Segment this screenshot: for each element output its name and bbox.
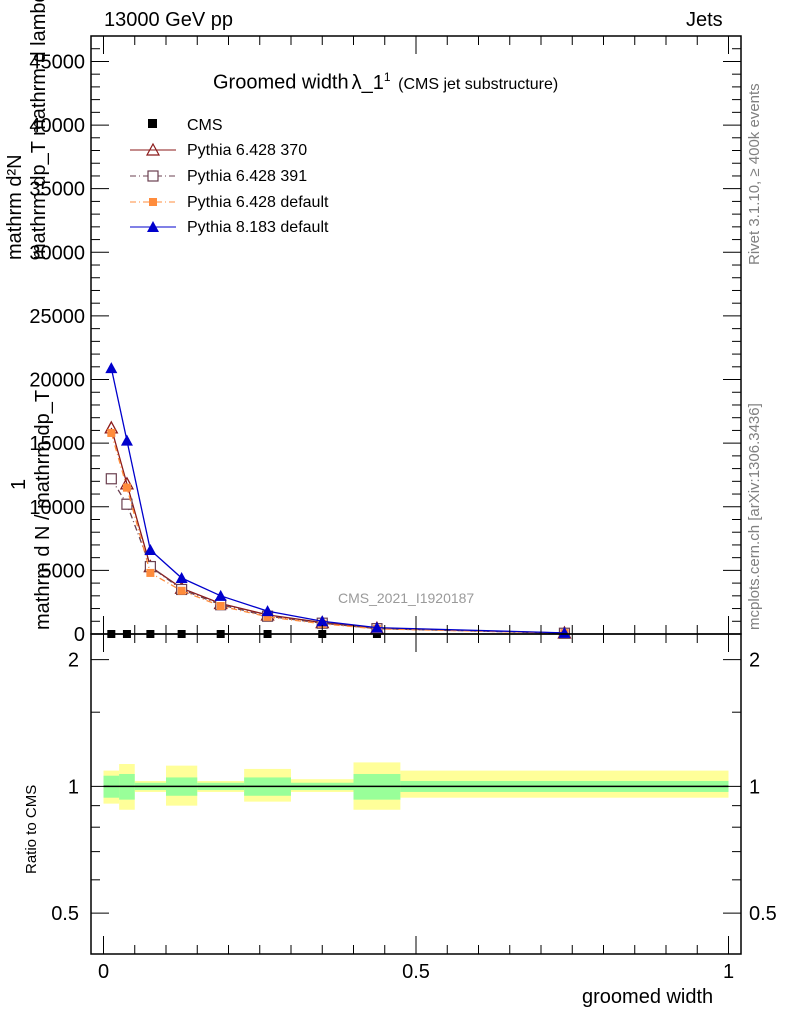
marker-p391 bbox=[105, 473, 117, 485]
y-tick-label: 0 bbox=[74, 624, 85, 646]
y-tick-label: 40000 bbox=[29, 115, 85, 137]
marker-pdef bbox=[146, 568, 155, 577]
watermark: CMS_2021_I1920187 bbox=[338, 590, 475, 606]
x-tick-label: 1 bbox=[723, 961, 734, 983]
marker-p8 bbox=[316, 615, 329, 627]
ratio-y-tick-label-right: 1 bbox=[749, 776, 760, 798]
series-line-pdef bbox=[110, 432, 565, 634]
marker-pdef bbox=[177, 586, 186, 595]
marker-p8 bbox=[105, 362, 118, 374]
ratio-y-tick-label: 0.5 bbox=[51, 903, 79, 925]
y-tick-label: 35000 bbox=[29, 179, 85, 201]
marker-pdef bbox=[107, 428, 116, 437]
marker-p8 bbox=[175, 572, 188, 584]
title-sub: (CMS jet substructure) bbox=[398, 75, 559, 93]
marker-p8 bbox=[214, 589, 227, 601]
plot-title: Groomed width λ_11 (CMS jet substructure) bbox=[213, 70, 558, 95]
ratio-y-tick-label-right: 0.5 bbox=[749, 903, 777, 925]
marker-p8 bbox=[120, 434, 133, 446]
title-main: Groomed width bbox=[213, 71, 349, 94]
y-tick-label: 15000 bbox=[29, 433, 85, 455]
marker-pdef bbox=[263, 612, 272, 621]
marker-p8 bbox=[144, 544, 157, 556]
ratio-y-tick-label: 1 bbox=[68, 776, 79, 798]
y-tick-label: 10000 bbox=[29, 497, 85, 519]
marker-pdef bbox=[216, 602, 225, 611]
y-tick-label: 5000 bbox=[41, 560, 86, 582]
ratio-y-tick-label-right: 2 bbox=[749, 650, 760, 672]
x-tick-label: 0 bbox=[98, 961, 109, 983]
x-tick-label: 0.5 bbox=[402, 961, 430, 983]
y-tick-label: 20000 bbox=[29, 370, 85, 392]
series-line-p391 bbox=[110, 478, 565, 634]
y-tick-label: 30000 bbox=[29, 242, 85, 264]
y-tick-label: 25000 bbox=[29, 306, 85, 328]
marker-p8 bbox=[370, 621, 383, 633]
title-symbol: λ_1 bbox=[351, 71, 384, 94]
series-line-p370 bbox=[110, 427, 565, 634]
header-right: Jets bbox=[686, 9, 723, 31]
title-superscript: 1 bbox=[383, 70, 391, 84]
marker-pdef bbox=[122, 483, 131, 492]
marker-p8 bbox=[558, 626, 571, 638]
ratio-y-tick-label: 2 bbox=[68, 650, 79, 672]
x-axis-label: groomed width bbox=[582, 986, 714, 1008]
header-left: 13000 GeV pp bbox=[104, 9, 233, 31]
main-frame bbox=[90, 35, 742, 635]
marker-p8 bbox=[261, 605, 274, 617]
y-tick-label: 45000 bbox=[29, 51, 85, 73]
